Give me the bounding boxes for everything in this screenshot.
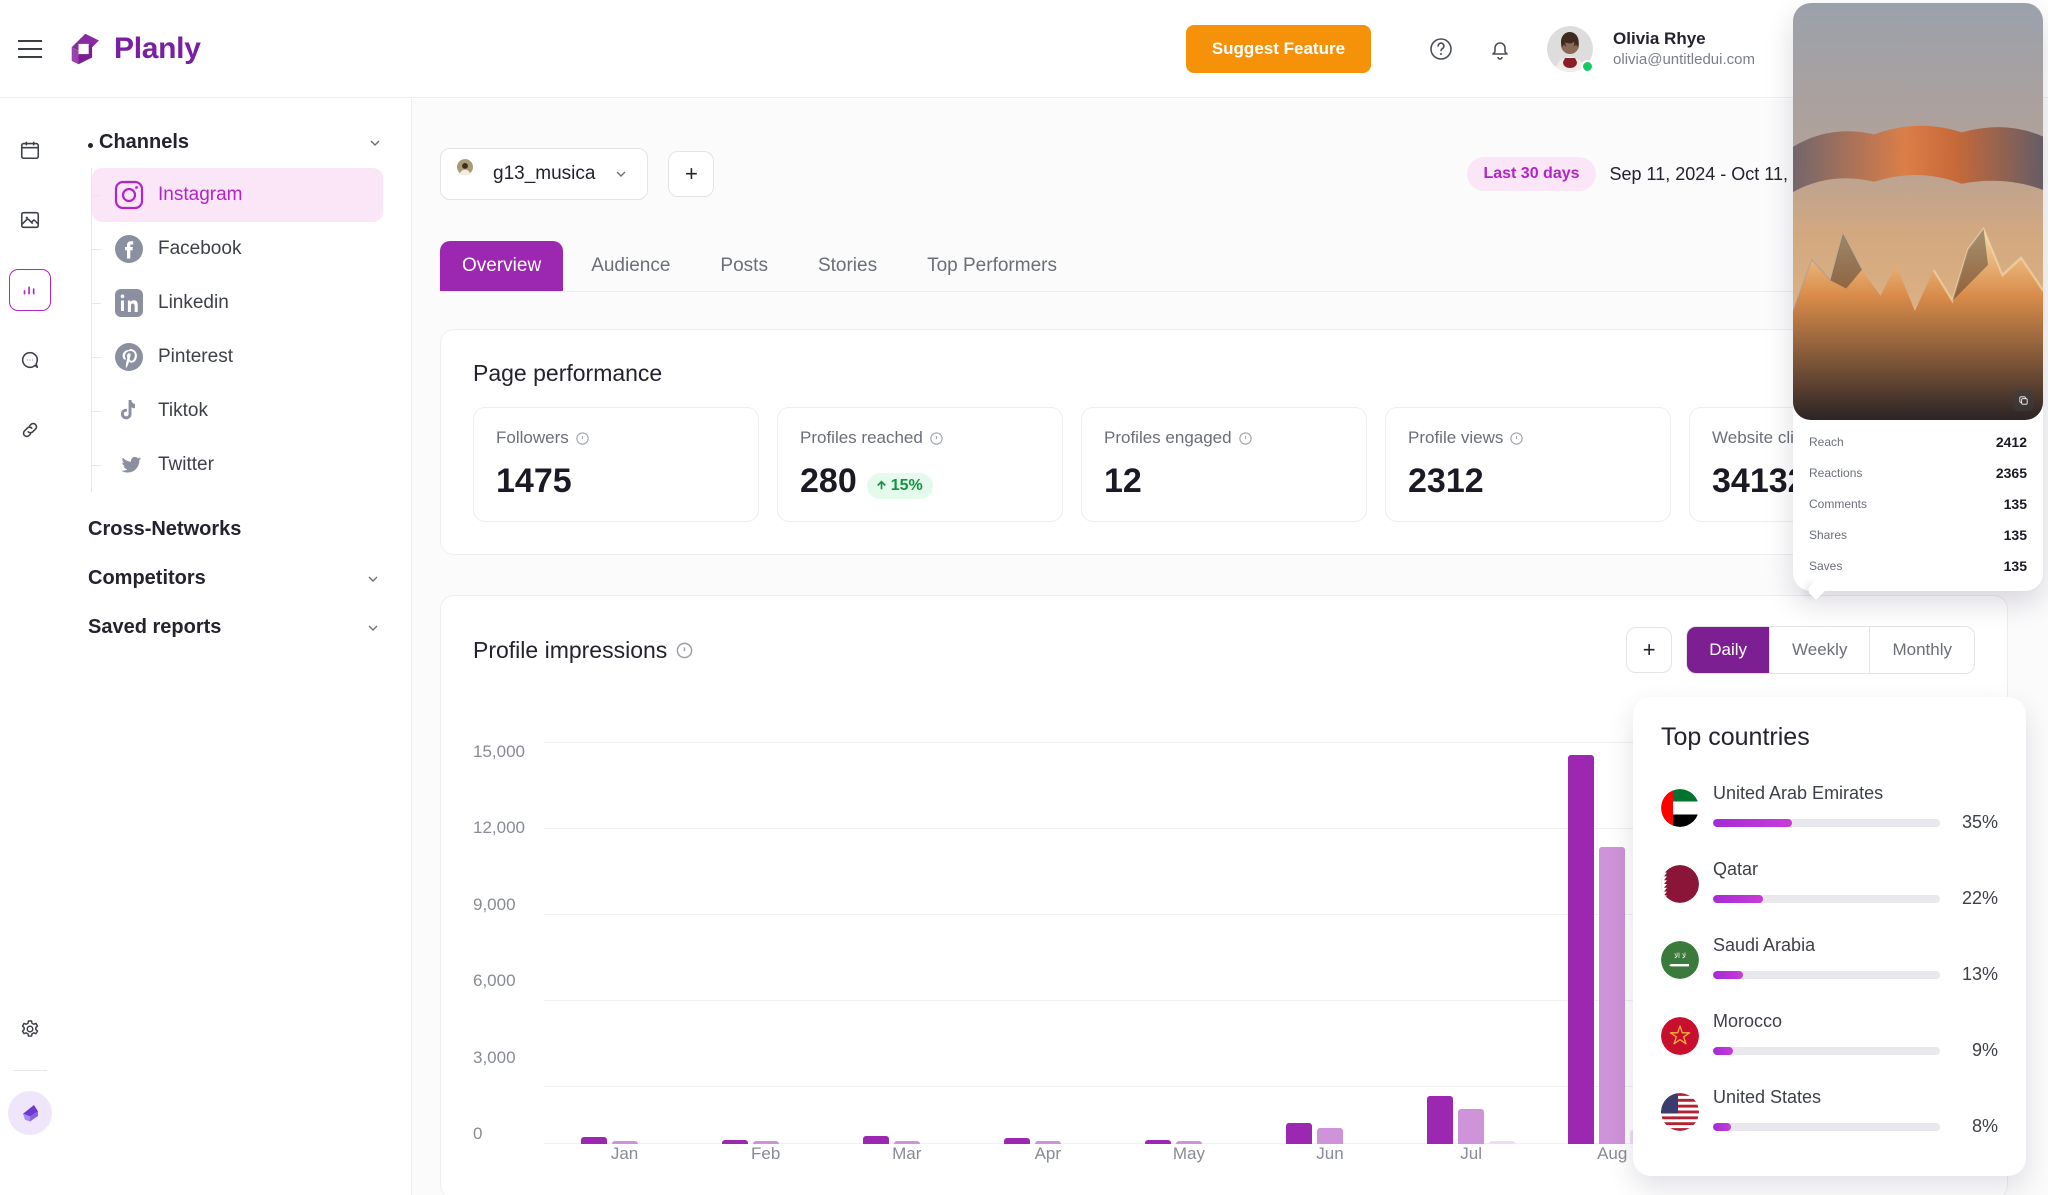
svg-text:لا الا: لا الا (1674, 952, 1686, 960)
